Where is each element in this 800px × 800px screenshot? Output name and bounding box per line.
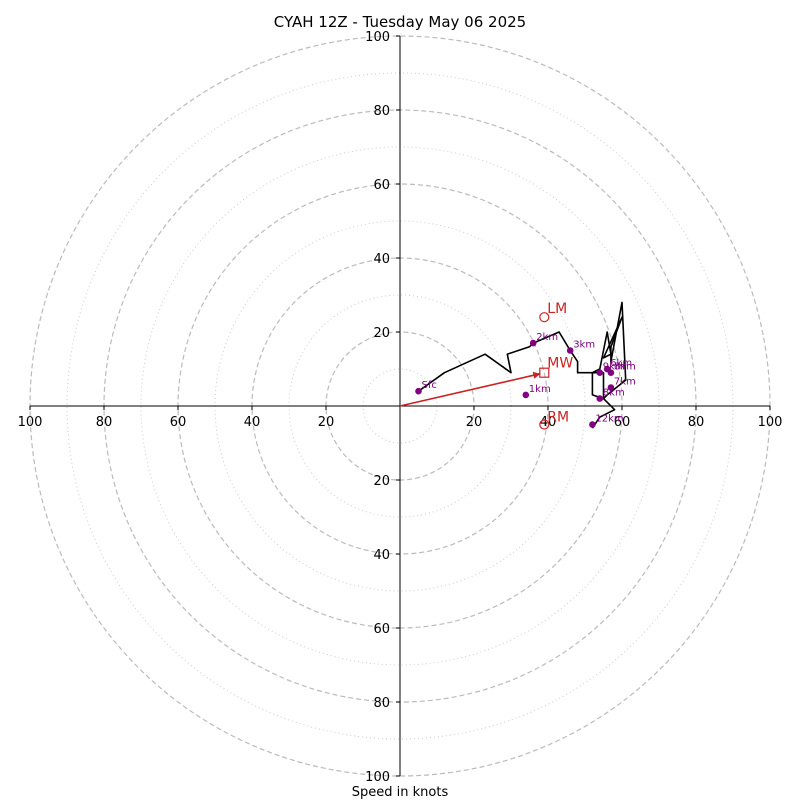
x-tick-label: 100 [18,415,43,430]
height-marker-label: Sfc [422,380,437,391]
chart-title: CYAH 12Z - Tuesday May 06 2025 [274,13,526,31]
height-marker-dot [522,391,530,399]
mean-wind-vector [399,372,541,407]
height-marker-label: 7km [614,377,636,388]
x-tick-label: 80 [96,415,113,430]
x-tick-label: 60 [170,415,187,430]
height-marker-label: 1km [529,384,551,395]
height-marker-label: 3km [573,340,595,351]
height-marker-label: 12km [595,414,623,425]
y-tick-label: 20 [373,474,390,489]
tick-labels: 100 80 60 40 20 20 40 60 80 100100806040202040608… [18,30,783,785]
y-tick-label: 100 [365,30,390,45]
x-tick-label: 80 [688,415,705,430]
y-tick-label: 40 [373,548,390,563]
wind-profile [418,301,627,429]
right-mover-label: RM [547,410,569,426]
mean-wind-arrowhead [532,371,541,379]
x-tick-label: 60 [614,415,631,430]
height-marker-label: 2km [536,332,558,343]
mean-wind-marker [539,367,550,378]
y-tick-label: 60 [373,178,390,193]
mean-wind-label: MW [547,356,573,372]
height-marker-dot [607,369,615,377]
height-marker-dot [596,369,604,377]
x-tick-label: 100 [758,415,783,430]
height-marker-label: 8km [603,388,625,399]
height-marker-dot [529,339,537,347]
x-tick-label: 20 [466,415,483,430]
wind-profile-line [418,301,627,429]
left-mover-label: LM [547,301,567,317]
x-axis-label: Speed in knots [352,785,449,800]
y-tick-label: 80 [373,104,390,119]
right-mover-marker [539,419,550,430]
height-marker-dot [566,347,574,354]
height-marker-label: 9km [603,362,625,373]
y-tick-label: 100 [365,770,390,785]
storm-motion: MW LM RM [399,301,573,430]
height-marker-dot [607,384,615,391]
height-marker-dot [415,387,422,395]
x-tick-label: 40 [244,415,261,430]
y-tick-label: 40 [373,252,390,267]
height-marker-label: 6km [610,358,632,369]
x-tick-label: 20 [318,415,335,430]
y-tick-label: 80 [373,696,390,711]
y-tick-label: 60 [373,622,390,637]
height-marker-dot [589,421,596,428]
height-marker-dot [596,395,604,402]
height-marker-label: 8km [614,362,636,373]
left-mover-marker [539,312,550,323]
y-tick-label: 20 [373,326,390,341]
